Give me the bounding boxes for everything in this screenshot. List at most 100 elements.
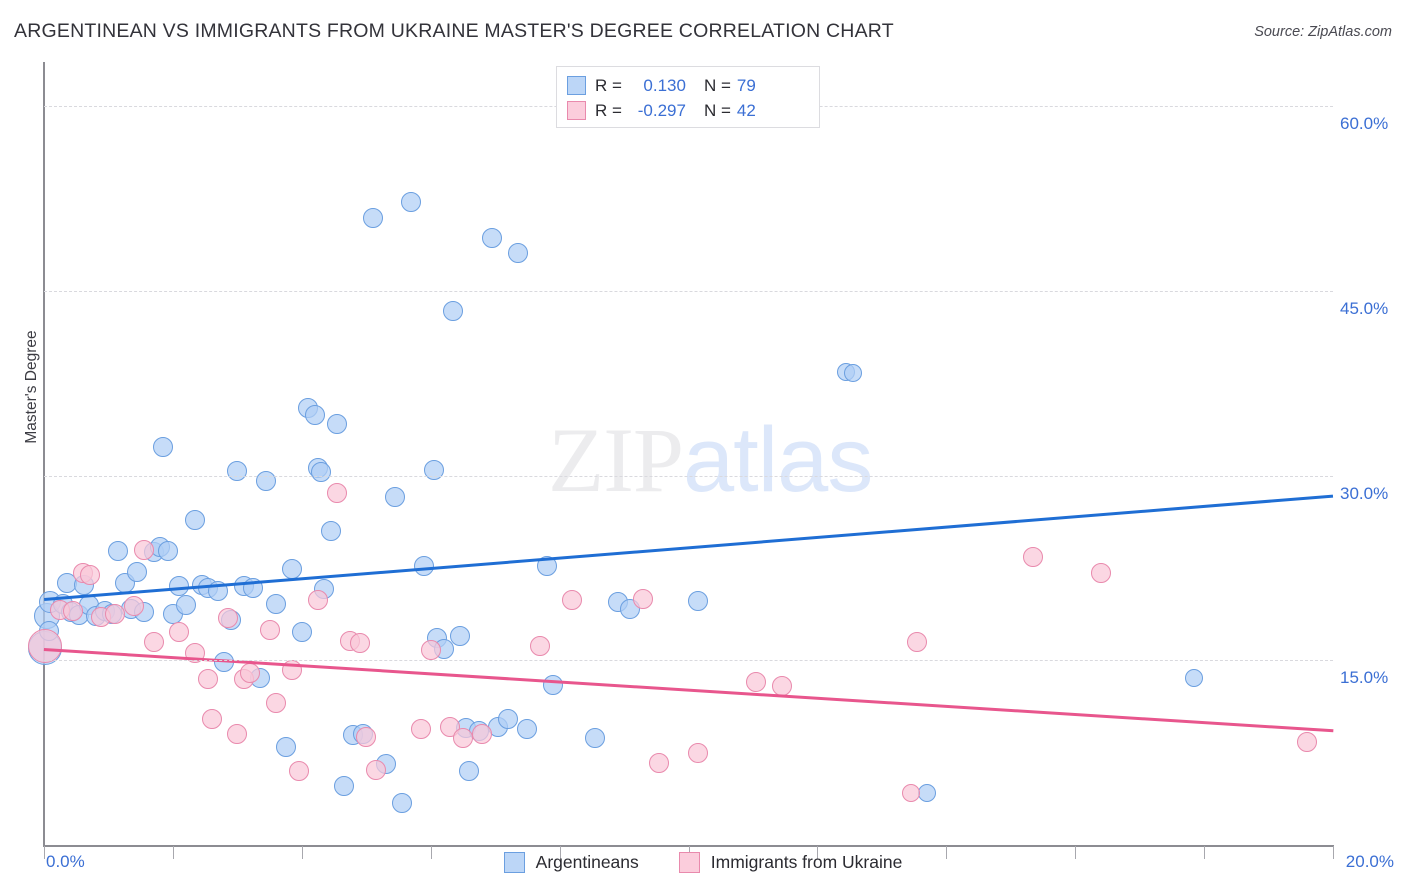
scatter-point [901, 784, 920, 803]
scatter-point [266, 593, 287, 614]
y-axis-line [43, 62, 45, 846]
scatter-point [1023, 546, 1044, 567]
scatter-point [282, 559, 303, 580]
stat-r-label-blue: R = [595, 75, 622, 95]
scatter-point [452, 727, 473, 748]
scatter-point [385, 486, 406, 507]
scatter-point [536, 555, 557, 576]
scatter-point [907, 631, 928, 652]
legend-swatch-pink-icon [678, 852, 700, 873]
x-tick-mark [1204, 846, 1206, 859]
correlation-stats-box: R = 0.130 N = 79 R = -0.297 N = 42 [556, 66, 820, 128]
scatter-point [688, 591, 709, 612]
scatter-point [481, 228, 502, 249]
scatter-point [185, 642, 206, 663]
scatter-point [327, 413, 348, 434]
chart-legend: Argentineans Immigrants from Ukraine [0, 852, 1406, 873]
scatter-point [414, 555, 435, 576]
scatter-point [649, 752, 670, 773]
watermark-zip: ZIP [548, 409, 684, 511]
scatter-point [227, 460, 248, 481]
plot-area: ZIPatlas [28, 62, 1334, 845]
scatter-point [208, 581, 228, 602]
x-tick-mark [301, 846, 303, 859]
scatter-point [240, 662, 261, 683]
x-tick-mark [430, 846, 432, 859]
stat-n-value-pink: 42 [736, 100, 756, 120]
x-tick-mark [172, 846, 174, 859]
stat-n-value-blue: 79 [736, 75, 756, 95]
scatter-point [443, 300, 464, 321]
legend-item-ukraine[interactable]: Immigrants from Ukraine [678, 852, 902, 873]
x-axis-line [43, 845, 1334, 847]
scatter-point [1185, 668, 1204, 687]
y-tick-label: 45.0% [1340, 298, 1389, 318]
scatter-point [175, 594, 196, 615]
scatter-point [1090, 562, 1111, 583]
legend-item-argentineans[interactable]: Argentineans [503, 852, 639, 873]
zipatlas-watermark: ZIPatlas [548, 414, 873, 506]
scatter-point [1297, 731, 1318, 752]
legend-label-argentineans: Argentineans [535, 852, 639, 872]
legend-swatch-blue-icon [503, 852, 525, 873]
scatter-point [217, 608, 238, 629]
x-tick-mark [946, 846, 948, 859]
scatter-point [259, 619, 280, 640]
scatter-point [843, 364, 862, 383]
scatter-point [275, 736, 296, 757]
scatter-point [169, 622, 190, 642]
scatter-point [28, 628, 63, 663]
y-tick-label: 30.0% [1340, 483, 1389, 503]
scatter-point [517, 719, 538, 740]
scatter-point [633, 588, 654, 609]
page-title: ARGENTINEAN VS IMMIGRANTS FROM UKRAINE M… [14, 20, 894, 42]
scatter-point [63, 601, 83, 622]
scatter-point [411, 719, 432, 740]
x-tick-mark [817, 846, 819, 859]
scatter-point [391, 793, 412, 814]
scatter-point [562, 590, 583, 610]
x-tick-mark [559, 846, 561, 859]
scatter-point [449, 625, 470, 646]
scatter-point [266, 693, 287, 714]
scatter-point [423, 459, 444, 480]
scatter-point [198, 668, 219, 689]
x-tick-mark [1333, 846, 1334, 859]
stat-n-label-blue: N = [703, 75, 731, 95]
scatter-point [127, 561, 148, 582]
scatter-point [585, 727, 606, 748]
scatter-point [307, 590, 328, 610]
scatter-point [311, 461, 332, 482]
scatter-point [327, 482, 348, 503]
gridline-y [44, 475, 1333, 477]
scatter-point [420, 640, 441, 661]
scatter-point [288, 761, 309, 782]
scatter-point [365, 759, 386, 780]
x-tick-mark [1075, 846, 1077, 859]
y-axis-title: Master's Degree [23, 330, 40, 444]
scatter-point [108, 540, 129, 561]
y-tick-label: 60.0% [1340, 114, 1389, 134]
scatter-point [472, 724, 493, 745]
scatter-point [349, 633, 370, 654]
gridline-y [44, 660, 1333, 662]
stat-r-value-pink: -0.297 [637, 100, 686, 120]
scatter-point [688, 742, 709, 763]
scatter-point [304, 405, 325, 426]
scatter-point [243, 577, 264, 598]
scatter-point [507, 242, 528, 263]
stat-r-label-pink: R = [595, 100, 622, 120]
scatter-point [530, 635, 551, 656]
scatter-point [771, 676, 792, 697]
scatter-point [157, 540, 178, 561]
x-tick-mark [44, 846, 45, 859]
scatter-point [104, 603, 125, 624]
scatter-point [356, 726, 377, 747]
scatter-point [362, 208, 383, 229]
scatter-point [143, 631, 164, 652]
scatter-point [320, 521, 341, 542]
scatter-point [256, 470, 277, 491]
source-label: Source: ZipAtlas.com [1254, 24, 1392, 40]
stat-row-ukraine: R = -0.297 N = 42 [567, 98, 809, 123]
